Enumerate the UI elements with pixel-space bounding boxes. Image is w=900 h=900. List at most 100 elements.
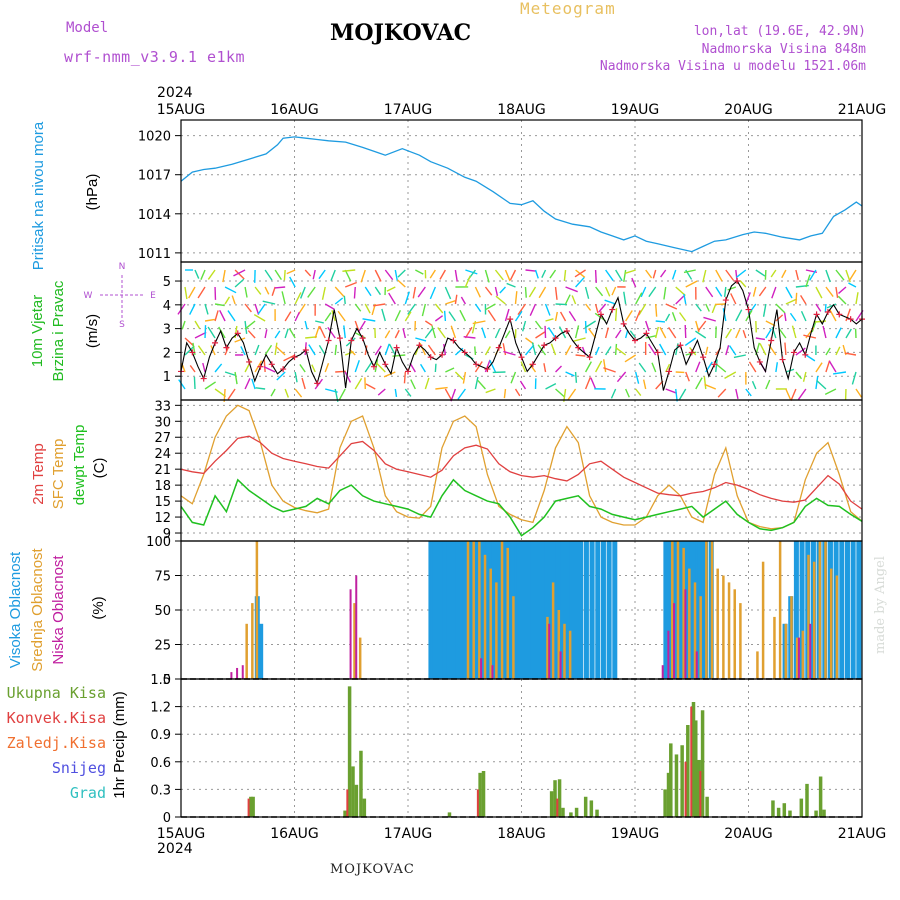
wind-arrow: [264, 344, 273, 356]
cloud-bar: [548, 541, 554, 679]
wind-arrow: [337, 310, 346, 322]
wind-arrow: [281, 291, 286, 305]
wind-arrow: [775, 314, 784, 322]
wind-arrow: [541, 269, 547, 278]
wind-arrow: [409, 362, 416, 373]
wind-gust-marker: [450, 337, 457, 344]
wind-arrow: [663, 286, 667, 300]
wind-arrow: [520, 361, 527, 373]
wind-arrow: [702, 269, 707, 283]
precip-legend-item: Zaledj.Kisa: [7, 734, 106, 752]
wind-arrow: [410, 379, 416, 390]
wind-arrow: [739, 280, 747, 288]
wind-arrow: [555, 365, 562, 373]
wind-arrow: [802, 371, 807, 382]
y-tick-label: 2: [163, 346, 171, 361]
cloud-bar: [676, 541, 680, 679]
wind-arrow: [735, 329, 741, 339]
wind-arrow: [742, 330, 747, 339]
wind-arrow: [402, 328, 407, 339]
wind-arrow: [555, 303, 568, 306]
wind-arrow: [435, 386, 448, 390]
precip-bar: [553, 780, 557, 817]
precip-bar: [788, 810, 792, 817]
y-tick-label: 50: [154, 604, 171, 619]
wind-arrow: [407, 303, 416, 315]
wind-arrow: [799, 295, 807, 305]
wind-arrow: [683, 269, 696, 274]
wind-arrow: [775, 303, 786, 314]
y-tick-label: 1014: [138, 208, 171, 223]
wind-arrow: [747, 303, 757, 315]
wind-arrow: [638, 362, 647, 373]
precip-bar: [478, 772, 482, 817]
wind-arrow: [765, 328, 772, 339]
year-label-bottom: 2024: [157, 841, 193, 857]
cloud-bar: [733, 589, 736, 679]
wind-arrow: [202, 362, 206, 373]
wind-gust-marker: [291, 354, 298, 361]
cloud-bar: [495, 582, 498, 679]
wind-arrow: [614, 308, 618, 322]
wind-arrow: [725, 328, 733, 339]
cloud-bar: [793, 541, 799, 679]
wind-arrow: [521, 320, 527, 332]
cloud-bar: [829, 568, 833, 679]
wind-arrow: [770, 269, 777, 278]
cloud-bar: [546, 616, 549, 679]
precip-bar: [776, 807, 781, 817]
wind-arrow: [584, 320, 596, 329]
y-tick-label: 1011: [138, 247, 171, 262]
wind-gust-marker: [268, 361, 275, 368]
wind-arrow: [762, 303, 767, 317]
cloud-bar: [795, 637, 799, 679]
wind-arrow: [263, 366, 276, 373]
wind-arrow: [715, 286, 723, 297]
wind-arrow: [459, 309, 467, 322]
precip-legend-item: Snijeg: [52, 759, 106, 777]
wind-arrow: [240, 346, 246, 356]
cloud-bar: [688, 568, 691, 679]
wind-arrow: [735, 388, 739, 400]
cloud-bar: [839, 541, 845, 679]
wind-arrow: [477, 379, 486, 390]
precip-bar: [247, 798, 250, 817]
precip-bar: [771, 800, 775, 817]
wind-arrow: [695, 330, 707, 339]
ylabel-cloud-unit: (%): [90, 596, 107, 619]
y-tick-label: 1017: [138, 169, 171, 184]
wind-arrow: [481, 327, 487, 339]
wind-gust-marker: [325, 337, 332, 344]
wind-arrow: [752, 286, 757, 297]
cloud-bar: [241, 665, 244, 679]
precip-bar: [705, 796, 709, 817]
wind-arrow: [394, 329, 400, 339]
wind-arrow: [559, 311, 567, 322]
wind-arrow: [465, 269, 478, 275]
cloud-bar: [778, 541, 782, 679]
wind-arrow: [816, 379, 827, 390]
wind-gust-marker: [700, 354, 707, 361]
wind-arrow: [623, 269, 627, 282]
wind-arrow: [365, 383, 376, 390]
cloud-bar: [500, 541, 504, 679]
wind-arrow: [503, 388, 507, 399]
cloud-bar: [230, 672, 233, 679]
wind-arrow: [271, 286, 276, 296]
station-title: MOJKOVAC: [330, 20, 472, 46]
wind-arrow: [784, 312, 787, 322]
wind-arrow: [824, 303, 827, 313]
wind-arrow: [404, 388, 412, 397]
wind-arrow: [314, 378, 324, 390]
cloud-bar: [583, 541, 589, 679]
wind-arrow: [635, 292, 643, 305]
wind-gust-marker: [802, 351, 809, 358]
wind-arrow: [189, 303, 196, 315]
wind-arrow: [614, 343, 618, 356]
wind-arrow: [524, 286, 527, 298]
wind-arrow: [711, 303, 717, 314]
wind-arrow: [384, 269, 394, 281]
wind-arrow: [262, 300, 276, 305]
wind-arrow: [318, 344, 326, 356]
wind-arrow: [419, 363, 426, 373]
